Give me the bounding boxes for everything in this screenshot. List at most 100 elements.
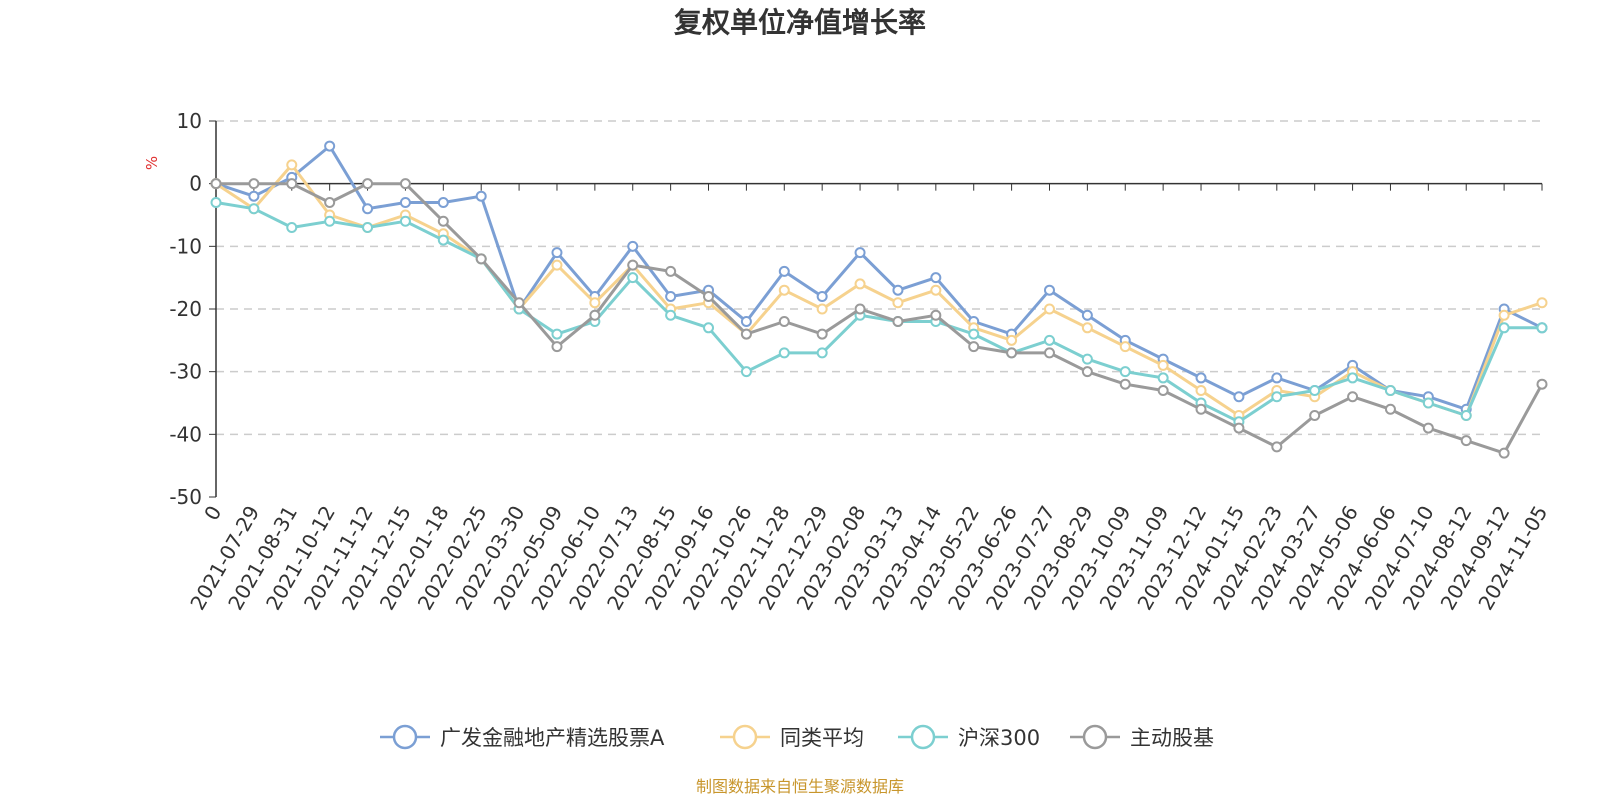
chart-title: 复权单位净值增长率 (674, 6, 926, 39)
data-point (1384, 384, 1396, 396)
data-point (1498, 309, 1510, 321)
data-point (892, 316, 904, 328)
data-point (210, 196, 222, 208)
data-point (1536, 322, 1548, 334)
y-tick-labels: 10 0 -10 -20 -30 -40 -50 (169, 109, 202, 509)
series-3 (210, 196, 1548, 428)
data-point (362, 178, 374, 190)
data-point (968, 341, 980, 353)
data-point (210, 178, 222, 190)
data-point (551, 259, 563, 271)
data-point (399, 178, 411, 190)
data-point (1081, 353, 1093, 365)
data-point (740, 366, 752, 378)
data-point (778, 265, 790, 277)
data-point (1271, 441, 1283, 453)
data-point (437, 234, 449, 246)
data-point (1081, 309, 1093, 321)
data-point (778, 347, 790, 359)
data-point (1271, 372, 1283, 384)
data-point (1043, 347, 1055, 359)
data-point (1081, 322, 1093, 334)
data-point (740, 328, 752, 340)
data-point (930, 309, 942, 321)
data-point (1309, 384, 1321, 396)
y-tick-label: -50 (169, 485, 202, 509)
legend-item-3[interactable]: 沪深300 (898, 724, 1040, 750)
data-point (854, 278, 866, 290)
legend[interactable]: 广发金融地产精选股票A 同类平均 沪深300 主动股基 (380, 724, 1214, 750)
data-point (1006, 347, 1018, 359)
x-tick-label: 0 (199, 502, 226, 525)
data-point (324, 215, 336, 227)
data-point (1043, 334, 1055, 346)
data-point (1536, 378, 1548, 390)
series-line (215, 201, 1542, 424)
data-point (1195, 372, 1207, 384)
data-point (703, 290, 715, 302)
series-lines (210, 140, 1548, 459)
data-point (816, 290, 828, 302)
data-point (1460, 435, 1472, 447)
data-point (286, 159, 298, 171)
data-point (286, 222, 298, 234)
data-point (968, 328, 980, 340)
series-4 (210, 178, 1548, 459)
legend-label: 沪深300 (958, 726, 1040, 750)
data-point (589, 297, 601, 309)
data-point (1460, 410, 1472, 422)
series-line (215, 144, 1543, 411)
data-point (362, 203, 374, 215)
y-tick-label: 10 (177, 109, 202, 133)
legend-item-4[interactable]: 主动股基 (1070, 724, 1214, 750)
series-line (216, 182, 1544, 455)
legend-item-1[interactable]: 广发金融地产精选股票A (380, 724, 665, 750)
legend-item-2[interactable]: 同类平均 (720, 724, 864, 750)
data-point (1119, 378, 1131, 390)
data-point (1081, 366, 1093, 378)
data-point (816, 347, 828, 359)
data-point (1536, 297, 1548, 309)
data-point (1347, 391, 1359, 403)
data-point (1119, 341, 1131, 353)
data-point (1157, 384, 1169, 396)
data-point (1043, 303, 1055, 315)
data-point (1422, 397, 1434, 409)
data-point (1422, 422, 1434, 434)
data-point (437, 196, 449, 208)
data-point (930, 272, 942, 284)
data-point (475, 253, 487, 265)
source-note: 制图数据来自恒生聚源数据库 (696, 777, 904, 796)
data-point (627, 259, 639, 271)
legend-label: 广发金融地产精选股票A (440, 726, 665, 750)
data-point (475, 190, 487, 202)
data-point (551, 328, 563, 340)
data-point (248, 203, 260, 215)
data-point (665, 265, 677, 277)
data-point (513, 297, 525, 309)
y-axis-label: % (143, 156, 161, 170)
data-point (778, 284, 790, 296)
data-point (399, 215, 411, 227)
y-tick-label: -30 (169, 360, 202, 384)
data-point (399, 196, 411, 208)
data-point (1498, 322, 1510, 334)
data-point (324, 140, 336, 152)
data-point (665, 309, 677, 321)
data-point (854, 247, 866, 259)
legend-marker (1082, 724, 1108, 750)
legend-marker (910, 724, 936, 750)
data-point (286, 178, 298, 190)
data-point (930, 284, 942, 296)
data-point (551, 341, 563, 353)
y-tick-label: 0 (189, 172, 202, 196)
data-point (627, 240, 639, 252)
data-point (437, 215, 449, 227)
series-line (215, 163, 1543, 417)
data-point (362, 222, 374, 234)
data-point (1195, 384, 1207, 396)
data-point (1119, 366, 1131, 378)
data-point (1498, 447, 1510, 459)
